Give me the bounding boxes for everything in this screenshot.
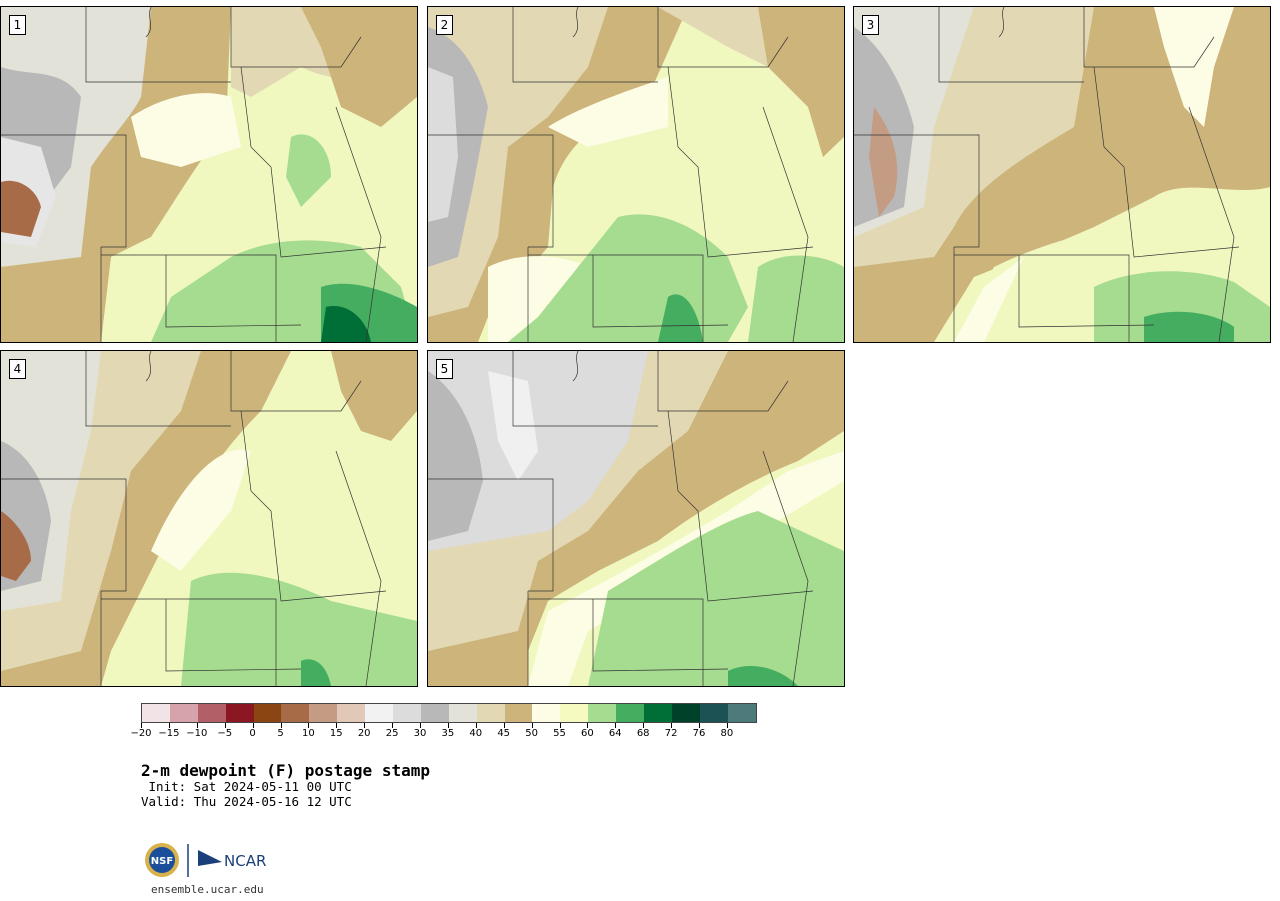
colorbar-tick [224,723,226,728]
panel-number: 5 [436,359,453,379]
stamp-panel-3[interactable]: 3 [853,6,1271,343]
colorbar-tick [643,723,645,728]
colorbar-tick [726,723,728,728]
dewpoint-map-2 [428,7,844,342]
colorbar-tick-label: 64 [608,728,622,739]
dewpoint-map-4 [1,351,417,686]
colorbar-swatch [142,704,170,722]
colorbar-tick [531,723,533,728]
colorbar-swatch [393,704,421,722]
colorbar-swatch [448,704,477,722]
colorbar-swatch [532,704,561,722]
colorbar-tick-label: 40 [469,728,483,739]
colorbar-tick-label: −10 [186,728,208,739]
init-time: Init: Sat 2024-05-11 00 UTC [141,779,352,794]
colorbar-tick [196,723,198,728]
valid-time: Valid: Thu 2024-05-16 12 UTC [141,794,352,809]
colorbar-swatch [699,704,728,722]
colorbar-tick-label: 20 [357,728,371,739]
colorbar-tick-label: 25 [385,728,399,739]
plot-title: 2-m dewpoint (F) postage stamp [141,761,430,780]
colorbar-tick [280,723,282,728]
colorbar-tick-label: 45 [497,728,511,739]
colorbar-tick-label: 60 [581,728,594,739]
panel-number: 3 [862,15,879,35]
colorbar-tick [336,723,338,728]
colorbar-tick-label: 72 [664,728,678,739]
colorbar-tick-label: 35 [441,728,455,739]
colorbar-tick-label: 68 [636,728,650,739]
colorbar-tick-label: 80 [720,728,734,739]
colorbar-swatch [253,704,282,722]
stamp-panel-4[interactable]: 4 [0,350,418,687]
colorbar-tick [615,723,617,728]
colorbar-swatch [337,704,366,722]
colorbar-swatch [644,704,672,722]
colorbar-swatch [727,704,756,722]
colorbar-swatch [281,704,310,722]
colorbar-tick [587,723,589,728]
dewpoint-map-5 [428,351,844,686]
colorbar-tick [699,723,700,728]
panel-number: 2 [436,15,453,35]
dewpoint-map-3 [854,7,1270,342]
nsf-ncar-logo: NSF NCAR [145,843,266,877]
svg-text:NCAR: NCAR [224,852,266,870]
colorbar-tick [559,723,561,728]
colorbar-swatch [476,704,505,722]
colorbar-swatch [504,704,533,722]
colorbar-tick [475,723,477,728]
panel-number: 4 [9,359,26,379]
colorbar-swatch [365,704,394,722]
colorbar-tick [671,723,673,728]
panel-number: 1 [9,15,26,35]
colorbar-tick [308,723,310,728]
colorbar-swatch [616,704,645,722]
colorbar-tick-label: 76 [692,728,706,739]
colorbar-tick [447,723,449,728]
stamp-panel-2[interactable]: 2 [427,6,845,343]
colorbar-tick-label: −15 [158,728,180,739]
colorbar-swatch [671,704,700,722]
colorbar-swatch [169,704,198,722]
colorbar [141,703,757,723]
colorbar-tick-label: −20 [130,728,152,739]
website-link[interactable]: ensemble.ucar.edu [151,883,264,896]
colorbar-tick-label: 10 [302,728,315,739]
stamp-panel-1[interactable]: 1 [0,6,418,343]
colorbar-tick [503,723,505,728]
colorbar-swatch [197,704,226,722]
colorbar-swatch [309,704,338,722]
colorbar-tick-label: 30 [413,728,427,739]
colorbar-tick [364,723,366,728]
colorbar-swatch [420,704,449,722]
colorbar-tick-label: 5 [277,728,284,739]
colorbar-tick [420,723,421,728]
stamp-panel-5[interactable]: 5 [427,350,845,687]
colorbar-tick [252,723,254,728]
colorbar-tick-label: 15 [329,728,343,739]
colorbar-ticks: −20 −15 −10 −5 0 5 10 15 20 25 30 35 40 45 50 55 60 64 68 7… [130,723,756,743]
colorbar-swatch [588,704,617,722]
nsf-logo-icon: NSF [145,843,179,877]
colorbar-tick-label: 55 [553,728,566,739]
colorbar-tick [392,723,394,728]
colorbar-swatch [225,704,254,722]
colorbar-tick [168,723,170,728]
dewpoint-map-1 [1,7,417,342]
colorbar-tick-label: 0 [249,728,256,739]
colorbar-swatch [560,704,589,722]
colorbar-tick-label: 50 [525,728,538,739]
svg-text:NSF: NSF [151,856,173,867]
colorbar-tick-label: −5 [217,728,233,739]
colorbar-tick [141,723,142,728]
ncar-logo-icon: NCAR [198,850,266,870]
